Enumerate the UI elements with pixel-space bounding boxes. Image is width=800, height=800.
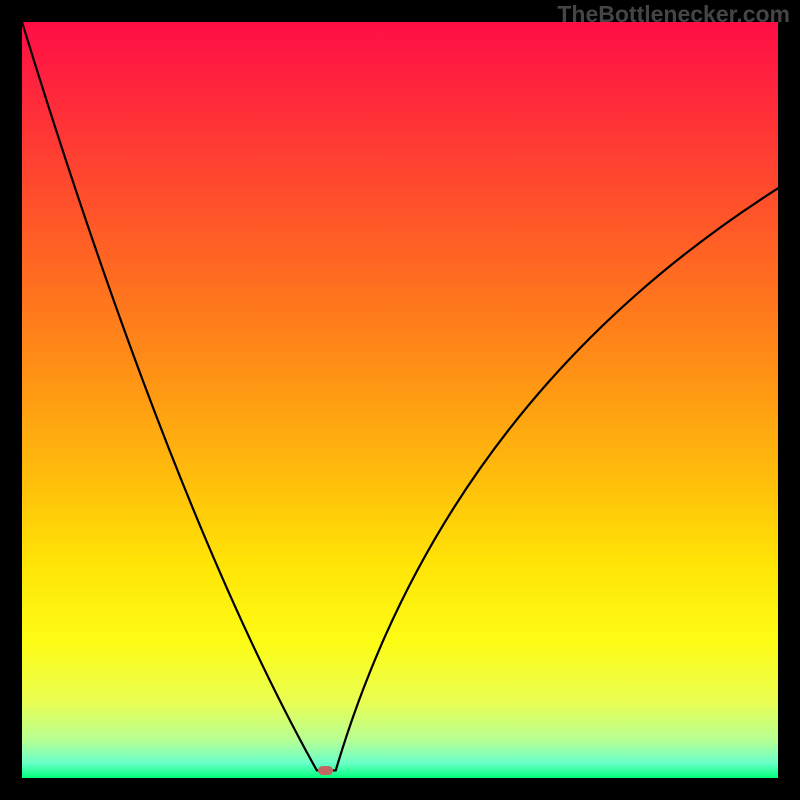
watermark-text: TheBottlenecker.com xyxy=(557,1,790,28)
v-curve-path xyxy=(22,22,778,770)
plot-area xyxy=(22,22,778,778)
bottleneck-curve xyxy=(22,22,778,778)
optimum-marker xyxy=(318,766,333,775)
chart-container: TheBottlenecker.com xyxy=(0,0,800,800)
